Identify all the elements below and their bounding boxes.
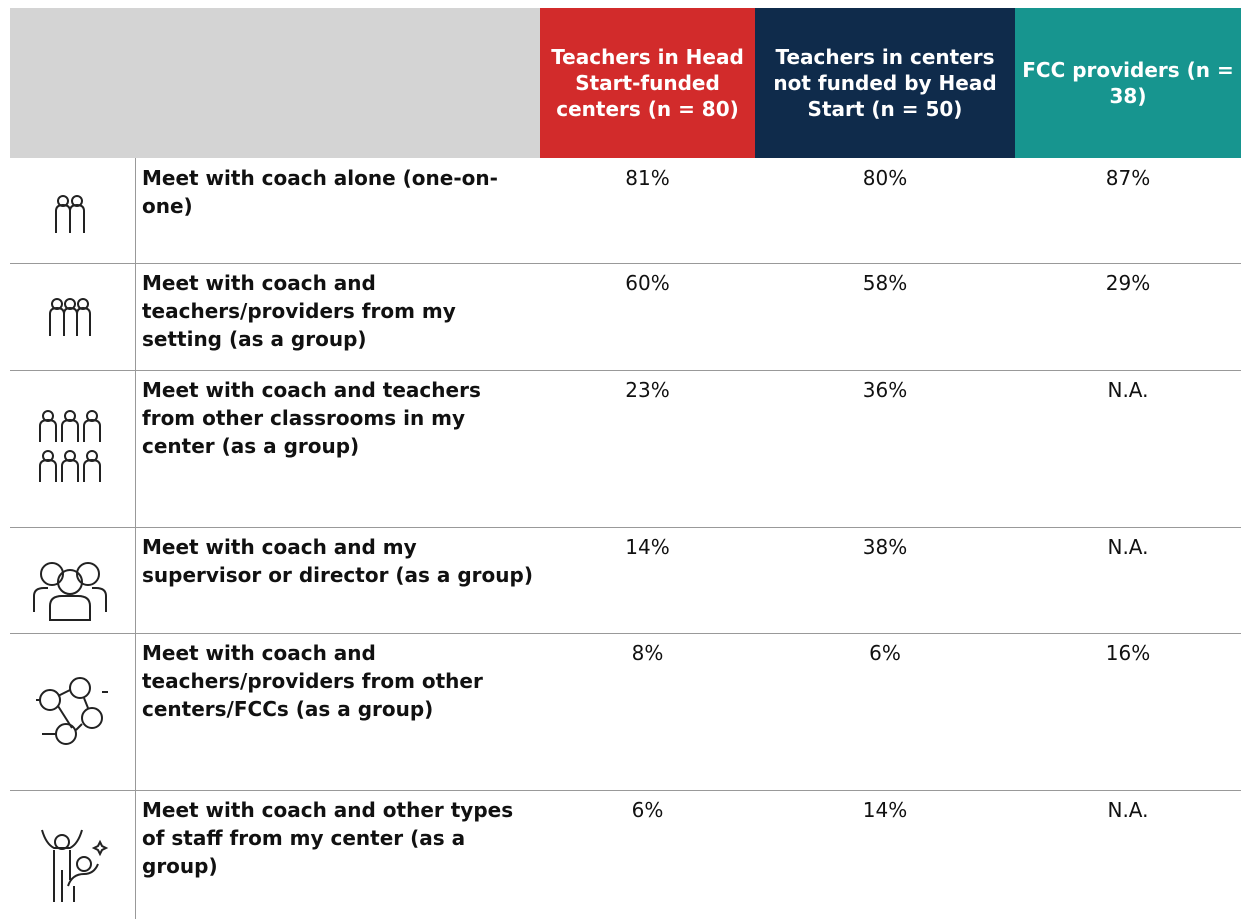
row-divider xyxy=(10,263,1241,264)
cell-value: 87% xyxy=(1105,166,1151,190)
icon-trio xyxy=(49,298,91,336)
column-header: Teachers in centers not funded by Head S… xyxy=(755,8,1015,158)
icon-supervisor xyxy=(33,562,107,621)
row-label: Meet with coach alone (one-on-one) xyxy=(142,166,498,218)
cell-value: 36% xyxy=(862,378,908,402)
cell-value: 6% xyxy=(869,641,901,665)
row-label: Meet with coach and teachers/providers f… xyxy=(142,641,483,721)
icons xyxy=(33,195,109,902)
icon-staff xyxy=(41,829,109,902)
column-divider xyxy=(135,790,136,919)
row-divider xyxy=(10,633,1241,634)
row-label: Meet with coach and teachers from other … xyxy=(142,378,481,458)
row-label: Meet with coach and other types of staff… xyxy=(142,798,514,878)
cell-value: 38% xyxy=(862,535,908,559)
column-divider xyxy=(135,158,136,263)
cell-value: N.A. xyxy=(1107,378,1149,402)
cell-value: 29% xyxy=(1105,271,1151,295)
icon-six xyxy=(39,410,101,482)
column-header: FCC providers (n = 38) xyxy=(1015,8,1241,158)
cell-value: 14% xyxy=(862,798,908,822)
icon-pair xyxy=(55,195,85,233)
column-header: Teachers in Head Start-funded centers (n… xyxy=(540,8,755,158)
cell-value: 60% xyxy=(625,271,670,295)
cell-value: 80% xyxy=(862,166,908,190)
cell-value: 23% xyxy=(625,378,670,402)
cell-value: 81% xyxy=(625,166,670,190)
column-divider xyxy=(135,633,136,790)
row-label: Meet with coach and teachers/providers f… xyxy=(142,271,456,351)
cell-value: 14% xyxy=(625,535,670,559)
column-divider xyxy=(135,527,136,633)
cell-value: N.A. xyxy=(1107,798,1149,822)
row-divider xyxy=(10,790,1241,791)
icon-network xyxy=(36,677,108,745)
cell-value: 58% xyxy=(862,271,908,295)
column-divider xyxy=(135,370,136,527)
cell-value: 8% xyxy=(631,641,664,665)
cell-value: N.A. xyxy=(1107,535,1149,559)
row-label: Meet with coach and my supervisor or dir… xyxy=(142,535,533,587)
column-divider xyxy=(135,263,136,370)
row-divider xyxy=(10,370,1241,371)
cell-value: 6% xyxy=(631,798,664,822)
cell-value: 16% xyxy=(1105,641,1151,665)
header-blank xyxy=(10,8,540,158)
row-divider xyxy=(10,527,1241,528)
